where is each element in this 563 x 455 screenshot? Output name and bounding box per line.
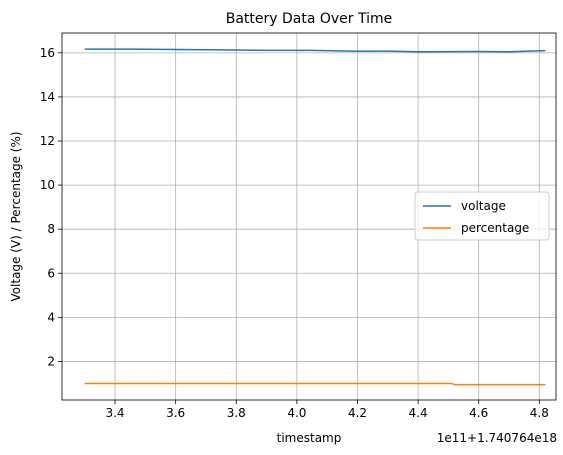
y-tick-label: 10: [40, 178, 55, 192]
x-tick-label: 4.0: [287, 406, 306, 420]
legend-label-percentage: percentage: [461, 221, 529, 235]
y-tick-label: 8: [47, 222, 55, 236]
x-axis-label: timestamp: [277, 431, 342, 445]
x-tick-label: 3.4: [105, 406, 124, 420]
x-axis-ticks: 3.4 3.6 3.8 4.0 4.2 4.4 4.6 4.8: [105, 400, 549, 420]
y-axis-ticks: 2 4 6 8 10 12 14 16: [40, 46, 62, 368]
y-tick-label: 6: [47, 266, 55, 280]
x-tick-label: 4.8: [530, 406, 549, 420]
x-tick-label: 3.8: [227, 406, 246, 420]
legend: voltage percentage: [414, 191, 550, 241]
y-tick-label: 4: [47, 310, 55, 324]
x-tick-label: 3.6: [166, 406, 185, 420]
x-axis-offset-text: 1e11+1.740764e18: [437, 431, 557, 445]
chart-title: Battery Data Over Time: [226, 11, 393, 27]
y-tick-label: 16: [40, 46, 55, 60]
x-tick-label: 4.2: [348, 406, 367, 420]
y-axis-label: Voltage (V) / Percentage (%): [9, 131, 23, 301]
series-line-percentage: [84, 382, 546, 386]
y-tick-label: 2: [47, 354, 55, 368]
x-tick-label: 4.6: [469, 406, 488, 420]
y-tick-label: 12: [40, 134, 55, 148]
plot-frame: [61, 32, 557, 401]
legend-label-voltage: voltage: [461, 199, 506, 213]
y-tick-label: 14: [40, 90, 55, 104]
x-tick-label: 4.4: [409, 406, 428, 420]
series-line-voltage: [84, 48, 546, 53]
series-lines: [84, 48, 546, 386]
grid: [62, 33, 556, 400]
